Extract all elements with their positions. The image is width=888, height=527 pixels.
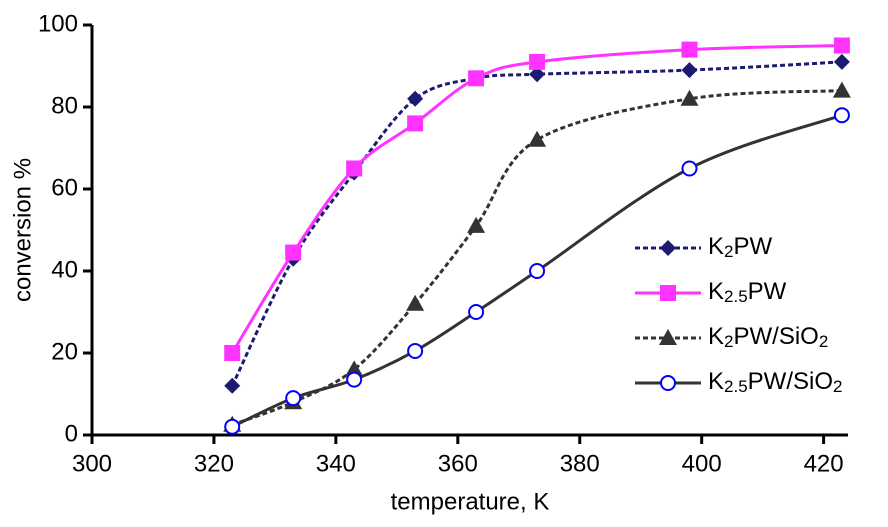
marker bbox=[681, 41, 698, 58]
marker bbox=[345, 360, 364, 377]
marker bbox=[467, 216, 486, 233]
marker bbox=[528, 130, 547, 147]
series-line bbox=[230, 60, 842, 387]
x-tick-label: 360 bbox=[438, 450, 478, 477]
marker bbox=[468, 304, 485, 320]
legend-marker bbox=[660, 375, 676, 391]
marker bbox=[407, 342, 424, 359]
y-tick-label: 100 bbox=[38, 10, 78, 37]
legend-marker bbox=[659, 329, 677, 345]
legend-label: K2.5PW/SiO2 bbox=[708, 368, 842, 396]
marker bbox=[529, 66, 546, 83]
marker bbox=[406, 294, 425, 311]
marker bbox=[224, 418, 241, 435]
legend-label: K2PW bbox=[708, 233, 772, 261]
marker bbox=[407, 90, 424, 107]
marker bbox=[407, 115, 424, 132]
marker bbox=[833, 107, 850, 124]
marker bbox=[833, 53, 850, 70]
marker bbox=[285, 244, 302, 261]
marker bbox=[832, 81, 851, 98]
marker bbox=[833, 37, 850, 54]
x-tick-label: 340 bbox=[316, 450, 356, 477]
legend-label: K2.5PW bbox=[708, 278, 787, 306]
y-tick-label: 0 bbox=[65, 420, 78, 447]
y-axis-label: conversion % bbox=[9, 158, 36, 302]
marker bbox=[681, 62, 698, 79]
legend-label: K2PW/SiO2 bbox=[708, 323, 828, 351]
x-tick-label: 420 bbox=[804, 450, 844, 477]
marker bbox=[224, 377, 241, 394]
marker bbox=[529, 53, 546, 70]
marker bbox=[680, 89, 699, 106]
x-tick-label: 300 bbox=[72, 450, 112, 477]
legend-marker bbox=[660, 285, 676, 301]
x-tick-label: 380 bbox=[560, 450, 600, 477]
marker bbox=[681, 160, 698, 177]
marker bbox=[346, 160, 363, 177]
marker bbox=[529, 263, 546, 279]
marker bbox=[285, 390, 302, 407]
y-tick-label: 20 bbox=[51, 338, 78, 365]
marker bbox=[224, 345, 241, 361]
y-tick-label: 80 bbox=[51, 92, 78, 119]
x-axis-label: temperature, K bbox=[391, 488, 550, 515]
y-tick-label: 40 bbox=[51, 256, 78, 283]
y-tick-label: 60 bbox=[51, 174, 78, 201]
marker bbox=[346, 371, 363, 388]
x-tick-label: 400 bbox=[682, 450, 722, 477]
legend-marker bbox=[660, 240, 676, 256]
marker bbox=[468, 70, 485, 87]
x-tick-label: 320 bbox=[194, 450, 234, 477]
